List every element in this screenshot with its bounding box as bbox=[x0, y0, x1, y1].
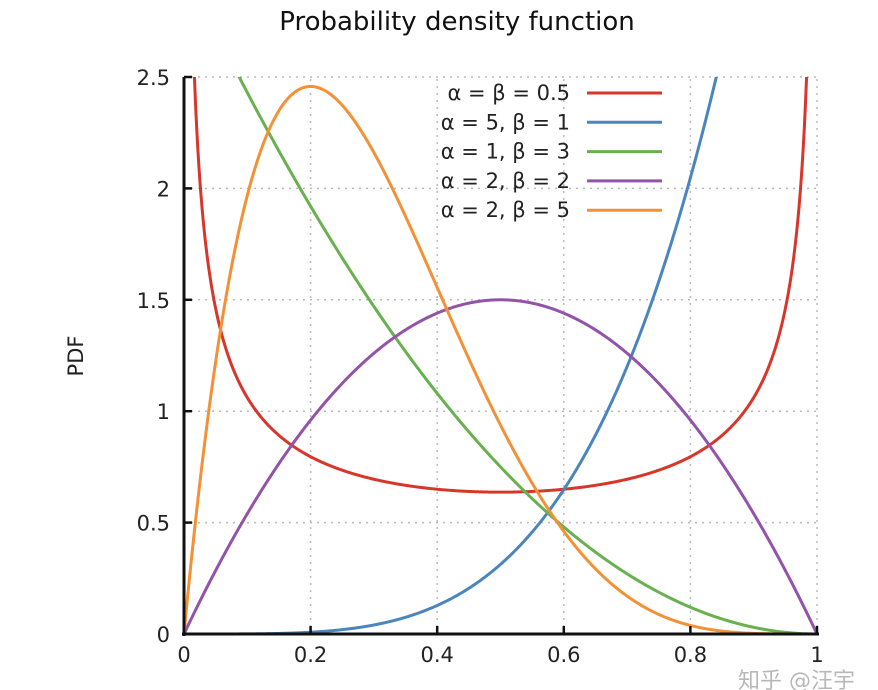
legend-label: α = 2, β = 2 bbox=[441, 169, 570, 193]
series-line-0 bbox=[192, 77, 809, 494]
series-line-2 bbox=[237, 77, 817, 634]
x-tick-label: 0.4 bbox=[420, 643, 453, 667]
y-tick-label: 2.5 bbox=[137, 66, 170, 90]
watermark: 知乎 @汪宇 bbox=[738, 669, 855, 690]
legend-label: α = β = 0.5 bbox=[447, 81, 570, 105]
legend-label: α = 1, β = 3 bbox=[441, 140, 570, 164]
y-tick-label: 0.5 bbox=[137, 512, 170, 536]
series-line-4 bbox=[184, 84, 817, 634]
tick-labels: 0 0.2 0.4 0.6 0.8 1 0 0.5 1 1.5 2 2.5 bbox=[137, 66, 824, 667]
x-tick-label: 0.2 bbox=[294, 643, 327, 667]
x-tick-label: 0 bbox=[177, 643, 190, 667]
series-line-3 bbox=[184, 298, 817, 634]
x-tick-label: 0.8 bbox=[674, 643, 707, 667]
y-axis-label: PDF bbox=[64, 336, 88, 377]
chart-title: Probability density function bbox=[279, 7, 635, 37]
axes bbox=[182, 75, 819, 636]
y-tick-label: 1 bbox=[157, 400, 170, 424]
y-tick-label: 1.5 bbox=[137, 289, 170, 313]
x-tick-label: 1 bbox=[810, 643, 823, 667]
x-tick-label: 0.6 bbox=[547, 643, 580, 667]
y-tick-label: 2 bbox=[157, 177, 170, 201]
legend-label: α = 2, β = 5 bbox=[441, 198, 570, 222]
y-tick-label: 0 bbox=[157, 623, 170, 647]
legend: α = β = 0.5 α = 5, β = 1 α = 1, β = 3 α = 2… bbox=[441, 81, 662, 222]
grid bbox=[184, 76, 818, 634]
legend-label: α = 5, β = 1 bbox=[441, 110, 570, 134]
